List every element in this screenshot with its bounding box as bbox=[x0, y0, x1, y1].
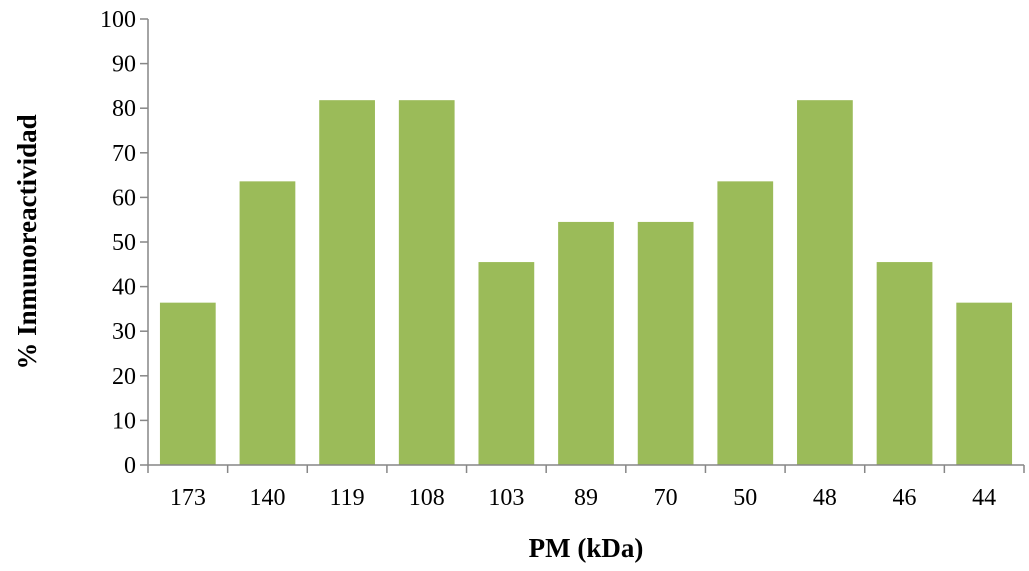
bar-89 bbox=[558, 221, 614, 465]
y-tick-label: 80 bbox=[112, 96, 136, 122]
bar-108 bbox=[398, 100, 455, 465]
x-tick-label: 103 bbox=[488, 485, 524, 511]
bar-48 bbox=[797, 100, 853, 465]
y-tick-label: 90 bbox=[112, 52, 136, 78]
x-axis: 173 140 119 108 103 89 70 50 48 46 44 bbox=[147, 465, 1025, 511]
y-tick-label: 0 bbox=[124, 453, 136, 479]
bar-119 bbox=[319, 100, 375, 465]
y-tick-label: 40 bbox=[112, 275, 136, 301]
x-tick-label: 119 bbox=[330, 485, 365, 511]
bar-103 bbox=[478, 262, 535, 465]
x-tick-label: 173 bbox=[170, 485, 206, 511]
x-tick-label: 70 bbox=[654, 485, 678, 511]
bar-50 bbox=[717, 181, 774, 465]
bar-70 bbox=[637, 221, 694, 465]
bars-group bbox=[159, 100, 1013, 465]
x-tick-label: 50 bbox=[733, 485, 757, 511]
x-tick-label: 89 bbox=[574, 485, 598, 511]
x-axis-title: PM (kDa) bbox=[529, 533, 644, 563]
y-tick-label: 100 bbox=[100, 7, 136, 33]
bar-44 bbox=[956, 302, 1013, 465]
x-tick-label: 46 bbox=[893, 485, 917, 511]
x-tick-label: 44 bbox=[972, 485, 996, 511]
x-tick-label: 48 bbox=[813, 485, 837, 511]
y-axis-title: % Inmunoreactividad bbox=[12, 114, 42, 369]
y-axis: 0 10 20 30 40 50 60 70 80 90 100 bbox=[100, 7, 148, 479]
bar-46 bbox=[876, 262, 933, 465]
bar-140 bbox=[239, 181, 296, 465]
x-tick-label: 140 bbox=[249, 485, 285, 511]
y-tick-label: 70 bbox=[112, 141, 136, 167]
y-tick-label: 20 bbox=[112, 364, 136, 390]
y-tick-label: 10 bbox=[112, 408, 136, 434]
bar-173 bbox=[159, 302, 216, 465]
y-tick-label: 30 bbox=[112, 319, 136, 345]
y-tick-label: 60 bbox=[112, 185, 136, 211]
y-tick-label: 50 bbox=[112, 230, 136, 256]
x-tick-label: 108 bbox=[409, 485, 445, 511]
